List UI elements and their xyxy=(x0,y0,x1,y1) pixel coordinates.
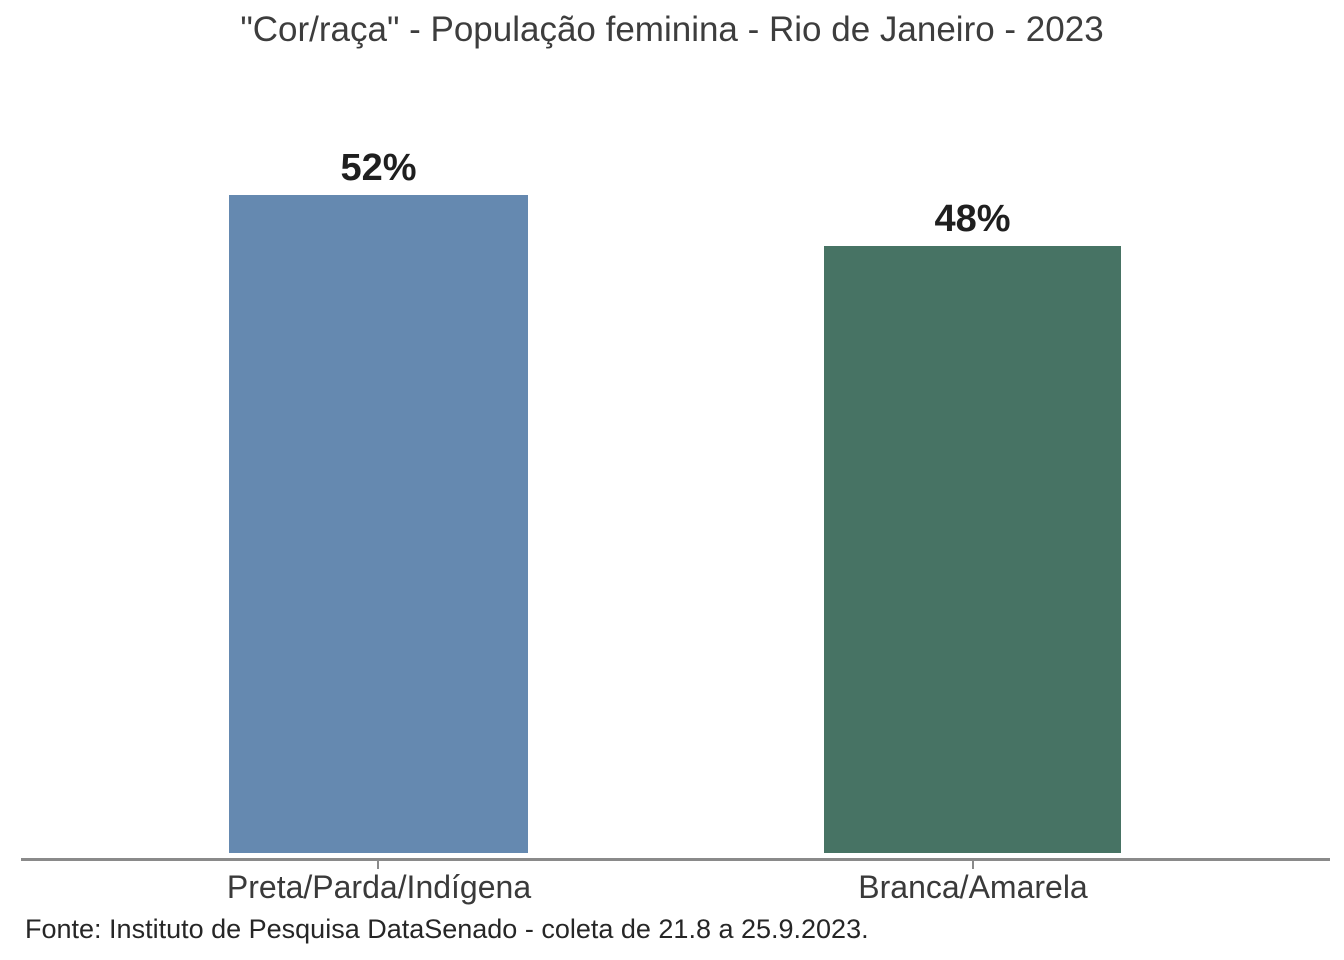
bar xyxy=(824,246,1121,853)
x-axis-line xyxy=(21,858,1330,861)
source-note: Fonte: Instituto de Pesquisa DataSenado … xyxy=(25,914,869,944)
x-axis-label: Branca/Amarela xyxy=(858,869,1088,905)
bar-group: 52% xyxy=(229,149,528,853)
x-axis-tick xyxy=(972,861,974,869)
bar xyxy=(229,195,528,853)
chart-title: "Cor/raça" - População feminina - Rio de… xyxy=(240,10,1104,49)
x-axis-tick xyxy=(377,861,379,869)
x-axis-label: Preta/Parda/Indígena xyxy=(226,869,532,905)
bar-value-label: 48% xyxy=(934,198,1011,240)
bar-group: 48% xyxy=(824,200,1121,853)
bar-value-label: 52% xyxy=(340,147,417,189)
